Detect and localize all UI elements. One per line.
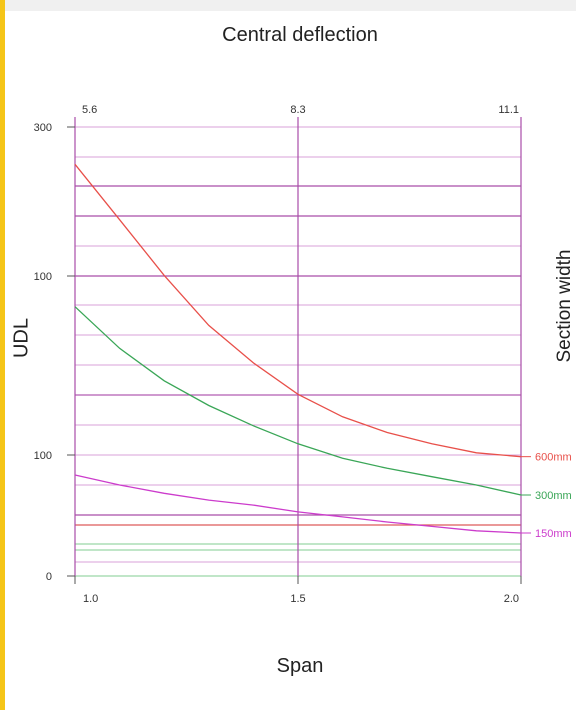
x-tick-label: 2.0 (504, 593, 519, 605)
top-bar (0, 0, 576, 11)
series-end-label: 150mm (535, 528, 572, 540)
series-line (74, 306, 522, 496)
series-end-label: 600mm (535, 452, 572, 464)
left-accent-bar (0, 0, 5, 710)
x-top-tick-label: 11.1 (498, 104, 519, 116)
x-top-tick-label: 5.6 (82, 104, 97, 116)
y-tick-label: 100 (34, 271, 52, 283)
x-tick-label: 1.5 (290, 593, 305, 605)
x-axis-label: Span (276, 655, 324, 677)
y-tick-label: 100 (34, 450, 52, 462)
series-line (74, 474, 522, 534)
chart-title: Central deflection (222, 24, 378, 46)
y-tick-label: 0 (46, 571, 52, 583)
y-tick-label: 300 (34, 122, 52, 134)
x-tick-label: 1.0 (83, 593, 98, 605)
series-line (74, 163, 522, 458)
series-end-label: 300mm (535, 490, 572, 502)
x-top-tick-label: 8.3 (290, 104, 305, 116)
